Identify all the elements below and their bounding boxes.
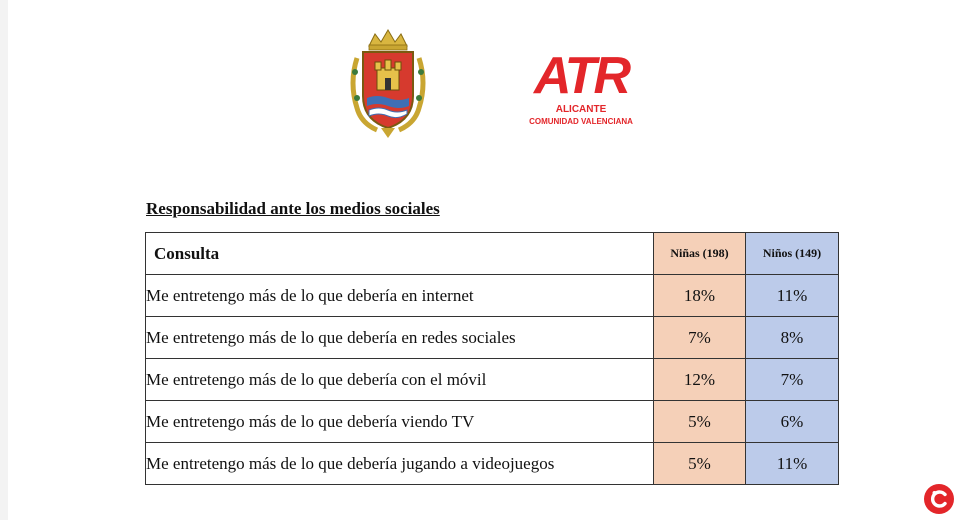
row-query: Me entretengo más de lo que debería en i… [145,274,654,317]
row-value-ninos: 6% [745,400,839,443]
row-value-ninas: 5% [653,400,746,443]
atr-logo-region: COMUNIDAD VALENCIANA [529,117,633,126]
row-value-ninas: 12% [653,358,746,401]
table-row: Me entretengo más de lo que debería vien… [145,400,839,443]
row-value-ninas: 5% [653,442,746,485]
row-query: Me entretengo más de lo que debería juga… [145,442,654,485]
row-value-ninas: 7% [653,316,746,359]
atr-logo: ATR ALICANTE COMUNIDAD VALENCIANA [516,50,646,134]
atr-logo-word: ATR [533,47,631,105]
header-ninos: Niños (149) [745,232,839,275]
row-value-ninos: 11% [745,442,839,485]
row-query: Me entretengo más de lo que debería en r… [145,316,654,359]
alicante-crest-icon [350,29,426,138]
row-query: Me entretengo más de lo que debería con … [145,358,654,401]
row-query: Me entretengo más de lo que debería vien… [145,400,654,443]
table-row: Me entretengo más de lo que debería juga… [145,442,839,485]
row-value-ninos: 7% [745,358,839,401]
row-value-ninas: 18% [653,274,746,317]
document-title: Responsabilidad ante los medios sociales [146,199,440,218]
table-row: Me entretengo más de lo que debería en r… [145,316,839,359]
results-table: Consulta Niñas (198) Niños (149) Me entr… [145,232,839,485]
news-site-badge-icon[interactable] [924,484,954,514]
header-consulta: Consulta [145,232,654,275]
atr-logo-city: ALICANTE [555,104,607,115]
table-header-row: Consulta Niñas (198) Niños (149) [145,232,839,275]
document-page: ATR ALICANTE COMUNIDAD VALENCIANA Respon… [8,0,960,520]
header-ninas: Niñas (198) [653,232,746,275]
row-value-ninos: 11% [745,274,839,317]
table-row: Me entretengo más de lo que debería con … [145,358,839,401]
row-value-ninos: 8% [745,316,839,359]
table-row: Me entretengo más de lo que debería en i… [145,274,839,317]
